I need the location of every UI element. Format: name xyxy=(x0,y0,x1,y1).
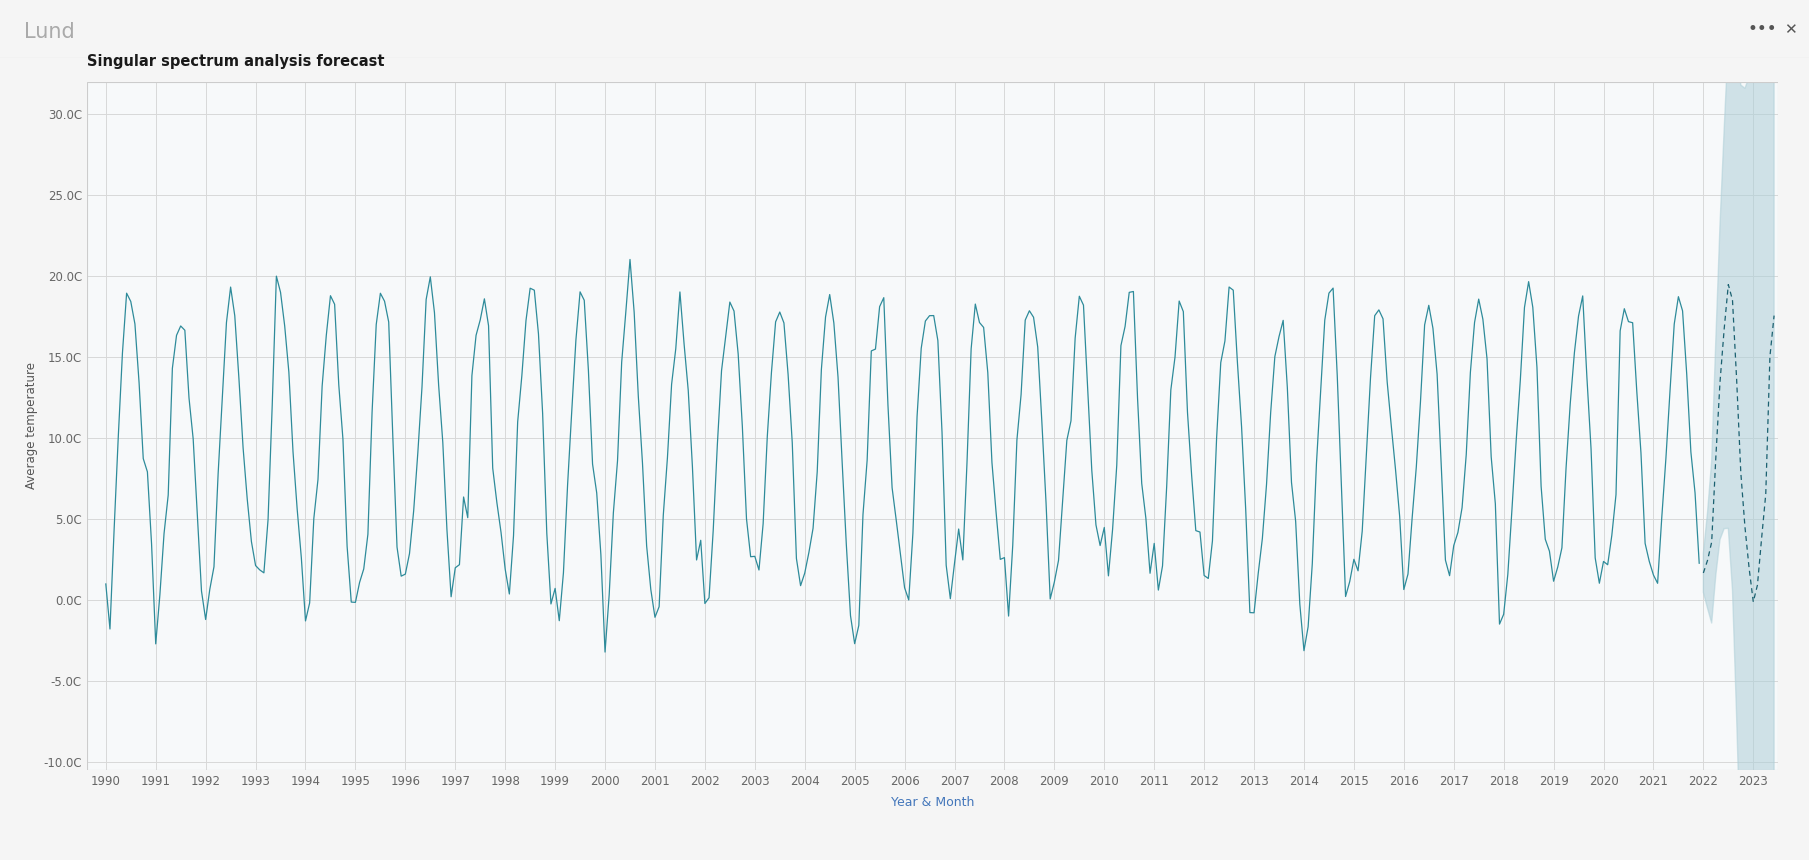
X-axis label: Year & Month: Year & Month xyxy=(890,796,975,809)
Text: Singular spectrum analysis forecast: Singular spectrum analysis forecast xyxy=(87,54,384,69)
Y-axis label: Average temperature: Average temperature xyxy=(25,362,38,489)
Text: ✕: ✕ xyxy=(1784,22,1798,37)
Text: Lund: Lund xyxy=(24,22,74,42)
Text: •••: ••• xyxy=(1747,21,1776,38)
Bar xyxy=(87,82,1778,770)
